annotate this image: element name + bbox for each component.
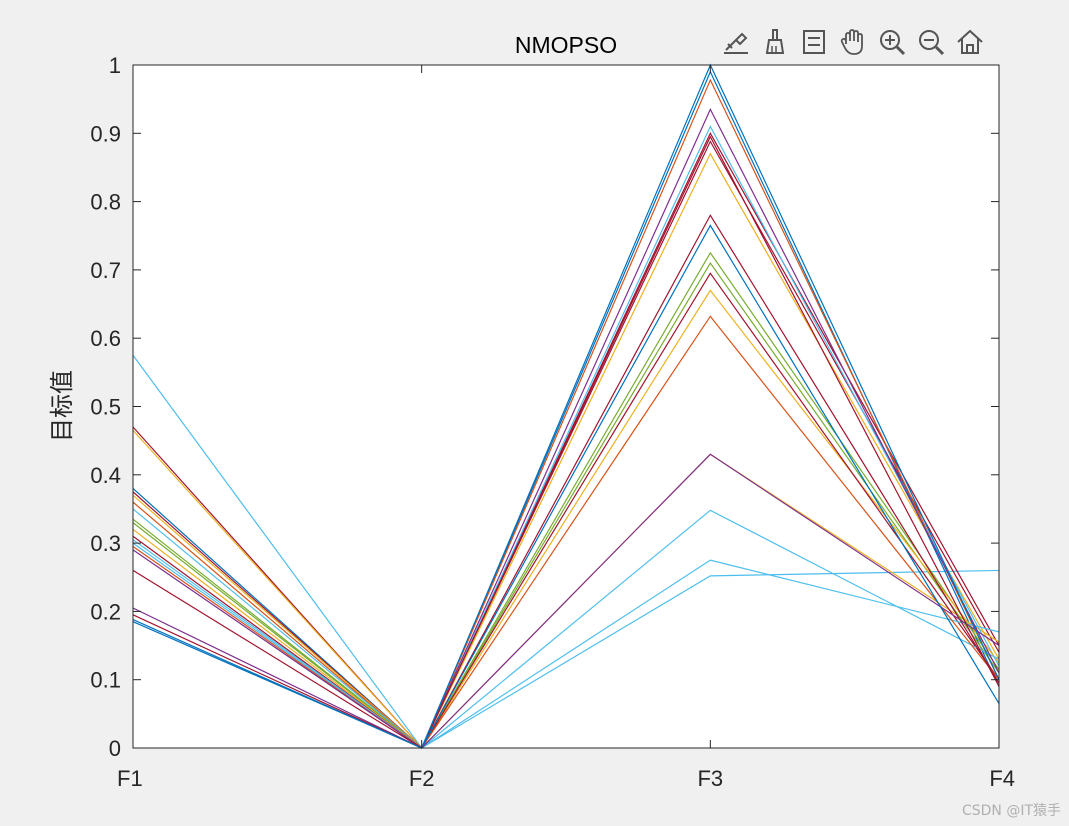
series-line-18 — [132, 453, 1000, 749]
y-tick-label: 0.6 — [90, 326, 121, 351]
data-tips-button[interactable] — [718, 24, 753, 60]
series-line-15 — [132, 315, 1000, 749]
series-lines — [132, 63, 1000, 750]
y-tick-label: 0.1 — [90, 668, 121, 693]
series-line-13 — [132, 509, 1000, 749]
series-line-3 — [132, 152, 1000, 750]
series-line-16 — [132, 108, 1000, 749]
series-line-1 — [132, 354, 1000, 749]
brush-icon — [765, 29, 784, 54]
x-tick-label: F1 — [117, 766, 143, 791]
series-line-12 — [132, 272, 1000, 749]
y-tick-label: 0.8 — [90, 190, 121, 215]
home-button[interactable] — [952, 24, 987, 60]
series-line-10 — [132, 261, 1000, 749]
chart-title: NMOPSO — [515, 32, 617, 58]
series-line-9 — [132, 251, 1000, 749]
zoom-in-button[interactable] — [874, 24, 909, 60]
x-tick-label: F4 — [989, 766, 1015, 791]
pan-button[interactable] — [835, 24, 870, 60]
zoom-out-button[interactable] — [913, 24, 948, 60]
y-tick-label: 0.7 — [90, 258, 121, 283]
y-tick-label: 0.3 — [90, 531, 121, 556]
brush-button[interactable] — [757, 24, 792, 60]
pan-hand-icon — [840, 29, 863, 55]
y-tick-label: 1 — [109, 53, 121, 78]
series-line-20 — [132, 224, 1000, 749]
series-line-17 — [132, 214, 1000, 749]
x-axis-ticks: F1 F2 F3 F4 — [117, 65, 1015, 791]
series-line-5 — [132, 131, 1000, 749]
series-line-21 — [132, 63, 1000, 749]
y-axis-ticks: 0 0.1 0.2 0.3 0.4 0.5 0.6 0.7 0.8 0.9 1 — [90, 53, 999, 761]
x-tick-label: F3 — [697, 766, 723, 791]
y-tick-label: 0.5 — [90, 395, 121, 420]
series-line-8 — [132, 125, 1000, 749]
data-tips-icon — [723, 32, 748, 54]
legend-button[interactable] — [796, 24, 831, 60]
y-axis-label: 目标值 — [48, 370, 76, 442]
watermark: CSDN @IT猿手 — [961, 803, 1061, 819]
series-line-19 — [132, 135, 1000, 749]
home-icon — [956, 29, 983, 54]
x-tick-label: F2 — [409, 766, 435, 791]
axes-toolbar — [718, 24, 987, 60]
series-line-14 — [132, 542, 1000, 749]
zoom-out-icon — [918, 30, 944, 56]
y-tick-label: 0.4 — [90, 463, 121, 488]
y-tick-label: 0.2 — [90, 599, 121, 624]
zoom-in-icon — [879, 30, 905, 56]
y-tick-label: 0.9 — [90, 121, 121, 146]
y-tick-label: 0 — [109, 736, 121, 761]
legend-toggle-icon — [802, 30, 825, 54]
series-line-7 — [132, 78, 1000, 749]
